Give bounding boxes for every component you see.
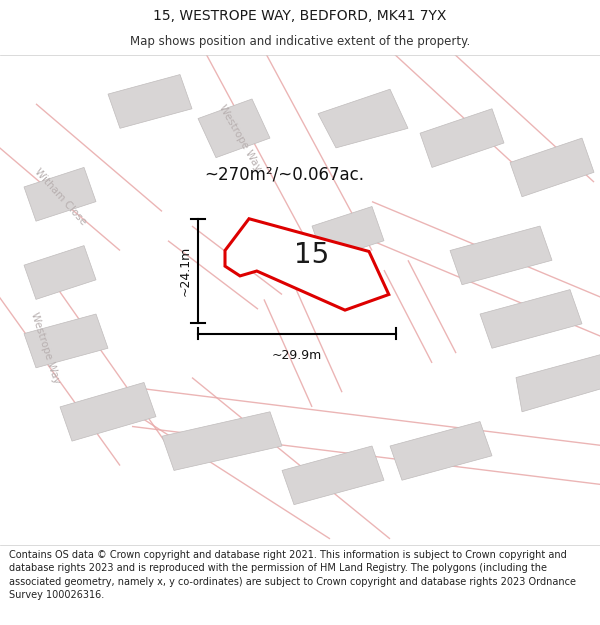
Polygon shape xyxy=(24,168,96,221)
Text: 15: 15 xyxy=(295,241,329,269)
Polygon shape xyxy=(108,74,192,128)
Polygon shape xyxy=(24,246,96,299)
Text: Map shows position and indicative extent of the property.: Map shows position and indicative extent… xyxy=(130,35,470,48)
Polygon shape xyxy=(312,206,384,260)
Polygon shape xyxy=(480,289,582,348)
Polygon shape xyxy=(198,99,270,158)
Polygon shape xyxy=(162,412,282,471)
Text: ~270m²/~0.067ac.: ~270m²/~0.067ac. xyxy=(204,166,364,184)
Polygon shape xyxy=(60,382,156,441)
Text: Witham Close: Witham Close xyxy=(32,167,88,227)
Polygon shape xyxy=(282,446,384,504)
Polygon shape xyxy=(390,421,492,480)
Polygon shape xyxy=(420,109,504,168)
Polygon shape xyxy=(225,219,389,310)
Text: ~29.9m: ~29.9m xyxy=(272,349,322,362)
Text: 15, WESTROPE WAY, BEDFORD, MK41 7YX: 15, WESTROPE WAY, BEDFORD, MK41 7YX xyxy=(154,9,446,24)
Polygon shape xyxy=(516,353,600,412)
Polygon shape xyxy=(24,314,108,368)
Text: ~24.1m: ~24.1m xyxy=(178,246,191,296)
Text: Westrope Way: Westrope Way xyxy=(29,311,61,385)
Polygon shape xyxy=(510,138,594,197)
Text: Westrope Way: Westrope Way xyxy=(217,103,263,173)
Polygon shape xyxy=(450,226,552,285)
Text: Contains OS data © Crown copyright and database right 2021. This information is : Contains OS data © Crown copyright and d… xyxy=(9,550,576,600)
Polygon shape xyxy=(318,89,408,148)
